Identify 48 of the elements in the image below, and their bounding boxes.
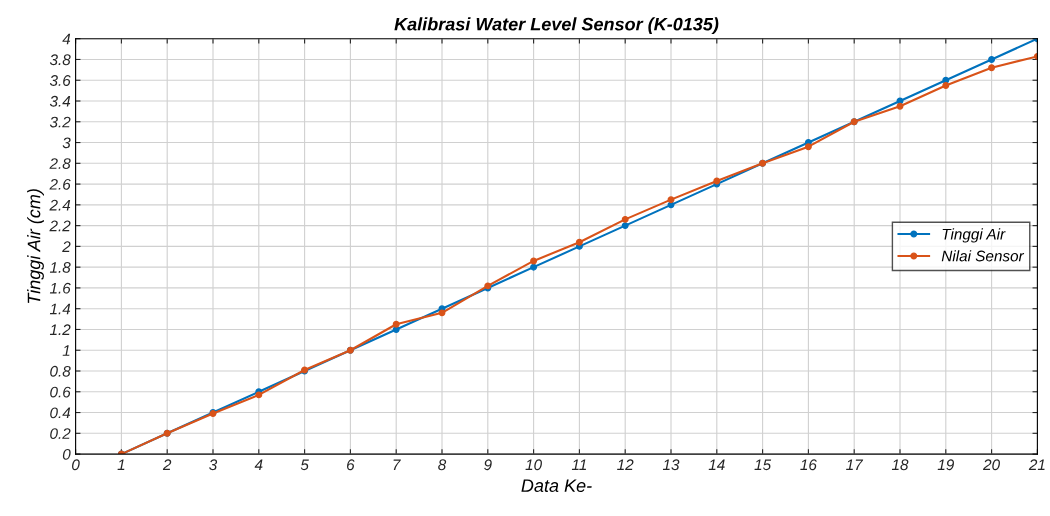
y-tick-label: 3.6 (49, 75, 71, 86)
y-tick-label: 4 (62, 33, 71, 45)
x-tick-label: 19 (937, 459, 954, 471)
y-tick-label: 1.4 (49, 303, 71, 315)
y-tick-label: 1.6 (49, 282, 71, 294)
x-tick-label: 14 (708, 459, 725, 471)
x-axis-title: Data Ke- (521, 479, 592, 492)
x-tick-label: 5 (300, 459, 309, 471)
x-tick-label: 18 (891, 459, 909, 471)
y-tick-label: 0 (62, 448, 71, 460)
x-tick-label: 10 (525, 459, 542, 471)
x-tick-label: 0 (72, 459, 80, 471)
x-tick-label: 17 (846, 459, 864, 471)
x-tick-label: 4 (254, 459, 263, 471)
y-tick-label: 2 (62, 241, 71, 252)
y-tick-label: 0.2 (50, 428, 71, 439)
x-tick-label: 12 (617, 459, 634, 471)
y-tick-label: 3.8 (49, 54, 71, 66)
y-tick-label: 3 (62, 137, 71, 149)
y-tick-label: 3.2 (49, 116, 71, 128)
x-tick-label: 13 (662, 459, 680, 471)
y-tick-label: 2.6 (49, 178, 71, 190)
x-tick-label: 6 (347, 459, 355, 471)
y-tick-label: 0.8 (50, 365, 71, 377)
y-tick-label: 2.2 (49, 220, 71, 232)
y-tick-label: 0.6 (50, 386, 71, 398)
x-tick-label: 7 (393, 459, 401, 471)
x-tick-label: 2 (162, 459, 172, 471)
legend-label: Nilai Sensor (941, 250, 1025, 262)
chart-title: Kalibrasi Water Level Sensor (K-0135) (394, 17, 719, 35)
x-tick-label: 20 (983, 459, 1000, 471)
y-tick-label: 1.2 (49, 324, 71, 335)
y-tick-label: 3.4 (49, 95, 71, 107)
legend-label: Tinggi Air (942, 228, 1006, 243)
x-tick-label: 9 (484, 459, 492, 471)
x-tick-label: 3 (209, 459, 218, 471)
y-tick-label: 1 (62, 345, 70, 356)
x-tick-label: 11 (571, 459, 587, 471)
x-tick-label: 1 (117, 459, 125, 471)
y-tick-label: 1.8 (49, 262, 71, 273)
y-tick-label: 2.8 (49, 158, 71, 169)
x-tick-label: 16 (800, 459, 817, 471)
x-tick-label: 8 (438, 459, 447, 471)
x-tick-label: 15 (754, 459, 772, 471)
y-tick-label: 2.4 (49, 199, 71, 211)
x-tick-label: 21 (1028, 459, 1045, 471)
y-axis-title: Tinggi Air (cm) (27, 189, 44, 304)
y-tick-label: 0.4 (50, 407, 71, 419)
